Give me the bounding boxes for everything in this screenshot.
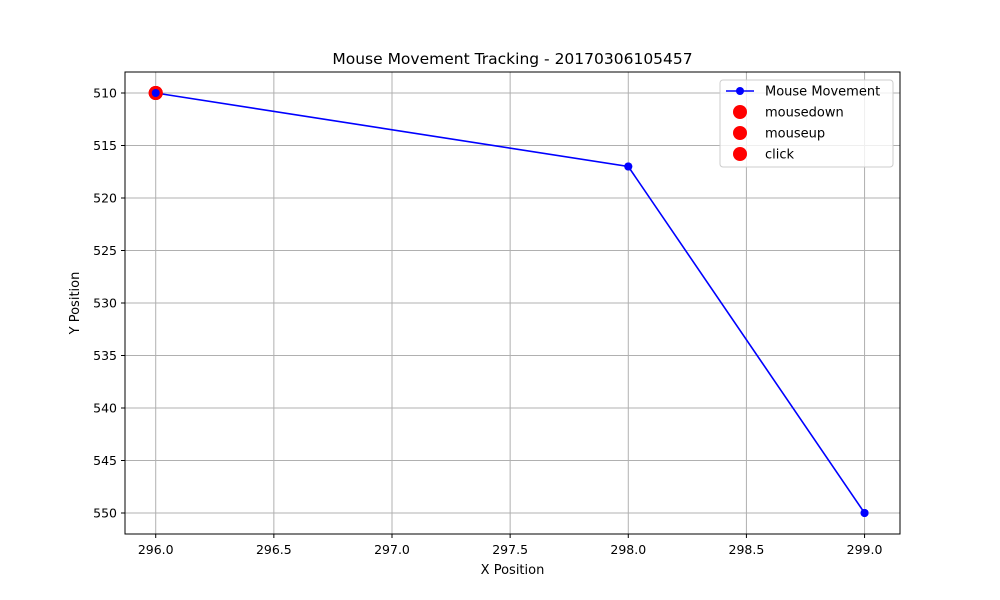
legend-marker-swatch: [733, 147, 747, 161]
legend-entry: mousedown: [733, 105, 844, 121]
y-tick-label: 520: [93, 191, 117, 206]
legend-entry: click: [733, 147, 795, 163]
legend-entry: Mouse Movement: [726, 85, 880, 100]
y-tick-label: 535: [93, 348, 117, 363]
line-markers-top: [151, 89, 869, 517]
chart-title: Mouse Movement Tracking - 20170306105457: [332, 50, 692, 68]
grid-lines: [125, 72, 900, 534]
legend-label: mouseup: [765, 127, 825, 142]
x-tick-label: 298.0: [610, 542, 646, 557]
y-tick-label: 515: [93, 138, 117, 153]
x-tick-label: 298.5: [729, 542, 765, 557]
y-tick-label: 545: [93, 453, 117, 468]
x-tick-label: 296.0: [138, 542, 174, 557]
axis-ticks: 296.0 296.5 297.0 297.5 298.0 298.5 299.0 510 51…: [93, 86, 882, 558]
legend-marker-swatch: [733, 105, 747, 119]
legend-marker-swatch: [736, 87, 744, 95]
line-point: [624, 162, 633, 171]
x-tick-label: 299.0: [847, 542, 883, 557]
legend-label: Mouse Movement: [765, 85, 880, 100]
y-tick-label: 530: [93, 296, 117, 311]
legend-label: mousedown: [765, 106, 844, 121]
legend-box: [719, 79, 894, 168]
legend-entry: mouseup: [733, 126, 825, 142]
y-tick-label: 550: [93, 506, 117, 521]
y-tick-label: 510: [93, 86, 117, 101]
legend: Mouse Movement mousedown mouseup click: [719, 79, 894, 168]
line-point: [151, 89, 160, 97]
x-tick-label: 297.0: [374, 542, 410, 557]
legend-marker-swatch: [733, 126, 747, 140]
x-tick-label: 296.5: [256, 542, 292, 557]
y-tick-label: 525: [93, 243, 117, 258]
y-tick-label: 540: [93, 401, 117, 416]
line-point: [860, 509, 869, 517]
x-axis-label: X Position: [481, 563, 545, 578]
y-axis-label: Y Position: [68, 272, 83, 336]
legend-label: click: [765, 148, 795, 163]
plot-series: [148, 86, 869, 517]
x-tick-label: 297.5: [492, 542, 528, 557]
